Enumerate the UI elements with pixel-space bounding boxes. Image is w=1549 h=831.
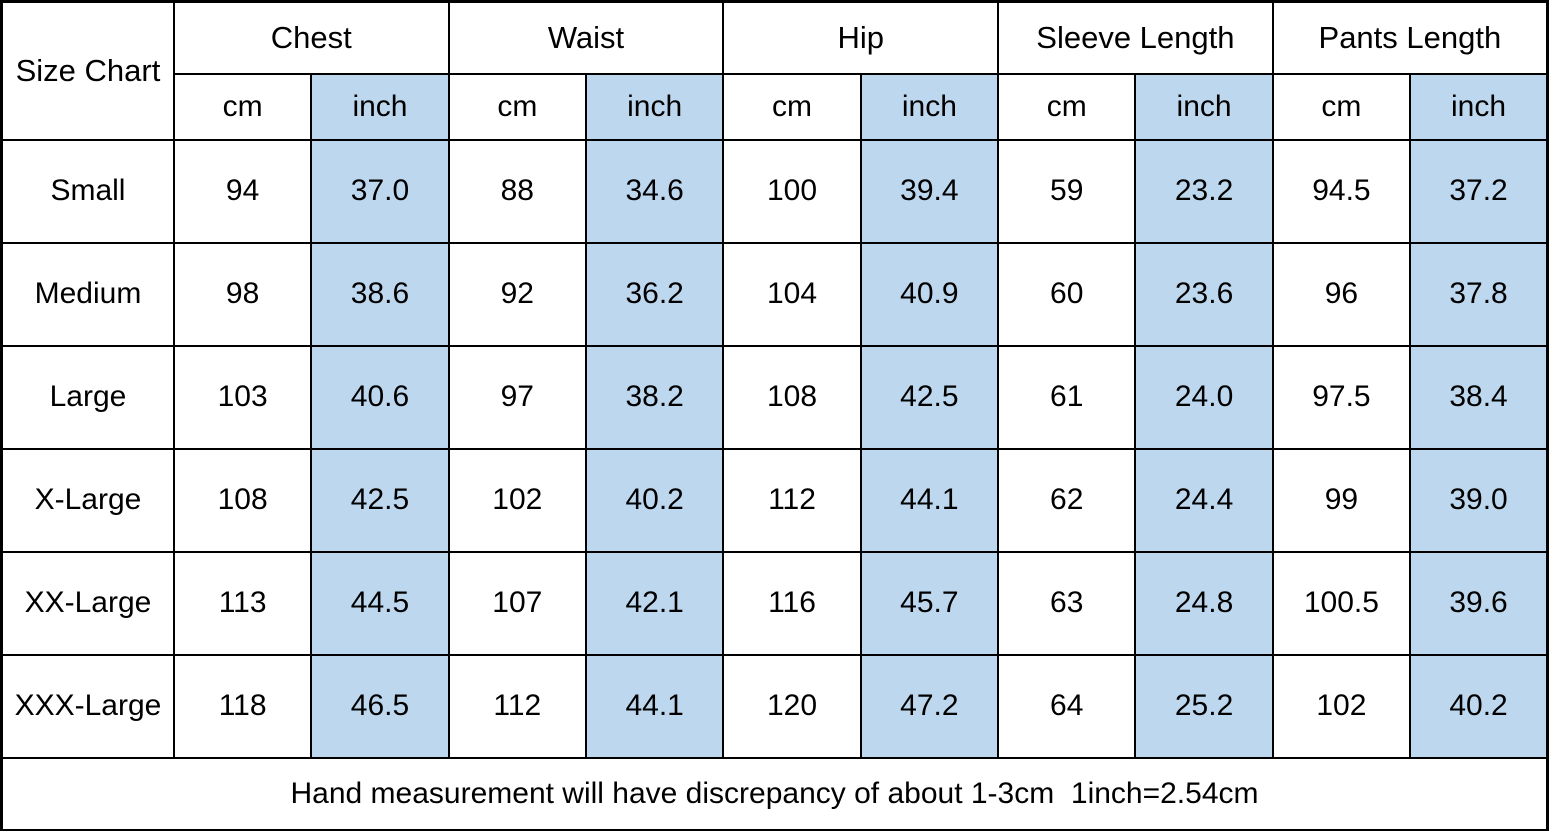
- value-hip-inch: 44.1: [859, 447, 1000, 553]
- value-sleeve-length-inch: 24.8: [1134, 550, 1274, 656]
- value-sleeve-length-inch: 24.4: [1134, 447, 1274, 553]
- value-sleeve-length-inch: 25.2: [1134, 653, 1274, 759]
- value-pants-length-inch: 39.6: [1409, 550, 1549, 656]
- value-hip-inch: 40.9: [859, 241, 1000, 347]
- measurement-footnote: Hand measurement will have discrepancy o…: [0, 756, 1549, 831]
- unit-header-inch-waist: inch: [584, 72, 725, 141]
- value-sleeve-length-cm: 62: [997, 447, 1137, 553]
- value-chest-cm: 103: [172, 344, 313, 450]
- table-row-xxx-large: XXX-Large 118 46.5 112 44.1 120 47.2 64 25.2 102 4…: [0, 653, 1549, 759]
- value-sleeve-length-cm: 64: [997, 653, 1137, 759]
- value-waist-inch: 40.2: [584, 447, 725, 553]
- value-pants-length-inch: 40.2: [1409, 653, 1549, 759]
- value-waist-cm: 112: [447, 653, 587, 759]
- row-label-xx-large: XX-Large: [0, 550, 175, 656]
- value-sleeve-length-cm: 63: [997, 550, 1137, 656]
- value-pants-length-cm: 102: [1271, 653, 1412, 759]
- value-hip-inch: 45.7: [859, 550, 1000, 656]
- value-waist-inch: 42.1: [584, 550, 725, 656]
- value-chest-inch: 40.6: [310, 344, 450, 450]
- value-sleeve-length-inch: 24.0: [1134, 344, 1274, 450]
- value-hip-cm: 120: [722, 653, 862, 759]
- value-chest-inch: 37.0: [310, 138, 450, 244]
- size-chart-title-cell: Size Chart: [0, 0, 175, 141]
- group-header-row: Size Chart Chest Waist Hip Sleeve Length…: [0, 0, 1549, 141]
- table-row-x-large: X-Large 108 42.5 102 40.2 112 44.1 62 24.4 99 39.0: [0, 447, 1549, 553]
- row-label-xxx-large: XXX-Large: [0, 653, 175, 759]
- value-pants-length-cm: 96: [1271, 241, 1412, 347]
- value-hip-cm: 100: [722, 138, 862, 244]
- value-waist-cm: 97: [447, 344, 587, 450]
- value-chest-inch: 42.5: [310, 447, 450, 553]
- row-label-small: Small: [0, 138, 175, 244]
- value-sleeve-length-cm: 61: [997, 344, 1137, 450]
- unit-header-cm-chest: cm: [172, 72, 313, 141]
- table-row-medium: Medium 98 38.6 92 36.2 104 40.9 60 23.6 96 37.8: [0, 241, 1549, 347]
- unit-header-inch-pants-length: inch: [1409, 72, 1549, 141]
- value-chest-cm: 94: [172, 138, 313, 244]
- value-sleeve-length-inch: 23.2: [1134, 138, 1274, 244]
- unit-header-cm-sleeve-length: cm: [997, 72, 1137, 141]
- value-waist-inch: 44.1: [584, 653, 725, 759]
- value-waist-cm: 88: [447, 138, 587, 244]
- value-hip-cm: 112: [722, 447, 862, 553]
- value-hip-inch: 39.4: [859, 138, 1000, 244]
- value-pants-length-cm: 99: [1271, 447, 1412, 553]
- value-waist-inch: 34.6: [584, 138, 725, 244]
- table-row-large: Large 103 40.6 97 38.2 108 42.5 61 24.0 97.5 38.4: [0, 344, 1549, 450]
- value-pants-length-inch: 37.8: [1409, 241, 1549, 347]
- value-waist-inch: 38.2: [584, 344, 725, 450]
- unit-header-row: cm inch cm inch cm inch cm inch cm inch: [2, 72, 1549, 141]
- row-label-medium: Medium: [0, 241, 175, 347]
- unit-header-inch-sleeve-length: inch: [1134, 72, 1274, 141]
- value-chest-inch: 38.6: [310, 241, 450, 347]
- group-header-hip: Hip: [722, 0, 1000, 75]
- unit-header-inch-chest: inch: [310, 72, 450, 141]
- unit-header-cm-waist: cm: [447, 72, 587, 141]
- value-hip-cm: 108: [722, 344, 862, 450]
- table-row-xx-large: XX-Large 113 44.5 107 42.1 116 45.7 63 24.8 100.5…: [0, 550, 1549, 656]
- value-chest-cm: 108: [172, 447, 313, 553]
- value-hip-cm: 116: [722, 550, 862, 656]
- unit-header-cm-pants-length: cm: [1271, 72, 1412, 141]
- value-waist-inch: 36.2: [584, 241, 725, 347]
- value-pants-length-inch: 37.2: [1409, 138, 1549, 244]
- value-waist-cm: 92: [447, 241, 587, 347]
- value-pants-length-cm: 100.5: [1271, 550, 1412, 656]
- value-pants-length-inch: 38.4: [1409, 344, 1549, 450]
- value-pants-length-cm: 97.5: [1271, 344, 1412, 450]
- value-chest-cm: 118: [172, 653, 313, 759]
- value-sleeve-length-cm: 59: [997, 138, 1137, 244]
- group-header-chest: Chest: [172, 0, 450, 75]
- group-header-waist: Waist: [447, 0, 725, 75]
- value-waist-cm: 107: [447, 550, 587, 656]
- footnote-row: Hand measurement will have discrepancy o…: [0, 756, 1549, 831]
- value-hip-inch: 42.5: [859, 344, 1000, 450]
- row-label-large: Large: [0, 344, 175, 450]
- value-chest-inch: 44.5: [310, 550, 450, 656]
- value-sleeve-length-inch: 23.6: [1134, 241, 1274, 347]
- value-chest-inch: 46.5: [310, 653, 450, 759]
- row-label-x-large: X-Large: [0, 447, 175, 553]
- group-header-sleeve-length: Sleeve Length: [997, 0, 1274, 75]
- table-row-small: Small 94 37.0 88 34.6 100 39.4 59 23.2 94.5 37.2: [0, 138, 1549, 244]
- unit-header-cm-hip: cm: [722, 72, 862, 141]
- value-sleeve-length-cm: 60: [997, 241, 1137, 347]
- value-hip-cm: 104: [722, 241, 862, 347]
- value-waist-cm: 102: [447, 447, 587, 553]
- group-header-pants-length: Pants Length: [1271, 0, 1549, 75]
- value-pants-length-cm: 94.5: [1271, 138, 1412, 244]
- value-chest-cm: 113: [172, 550, 313, 656]
- unit-header-inch-hip: inch: [859, 72, 1000, 141]
- value-chest-cm: 98: [172, 241, 313, 347]
- value-hip-inch: 47.2: [859, 653, 1000, 759]
- value-pants-length-inch: 39.0: [1409, 447, 1549, 553]
